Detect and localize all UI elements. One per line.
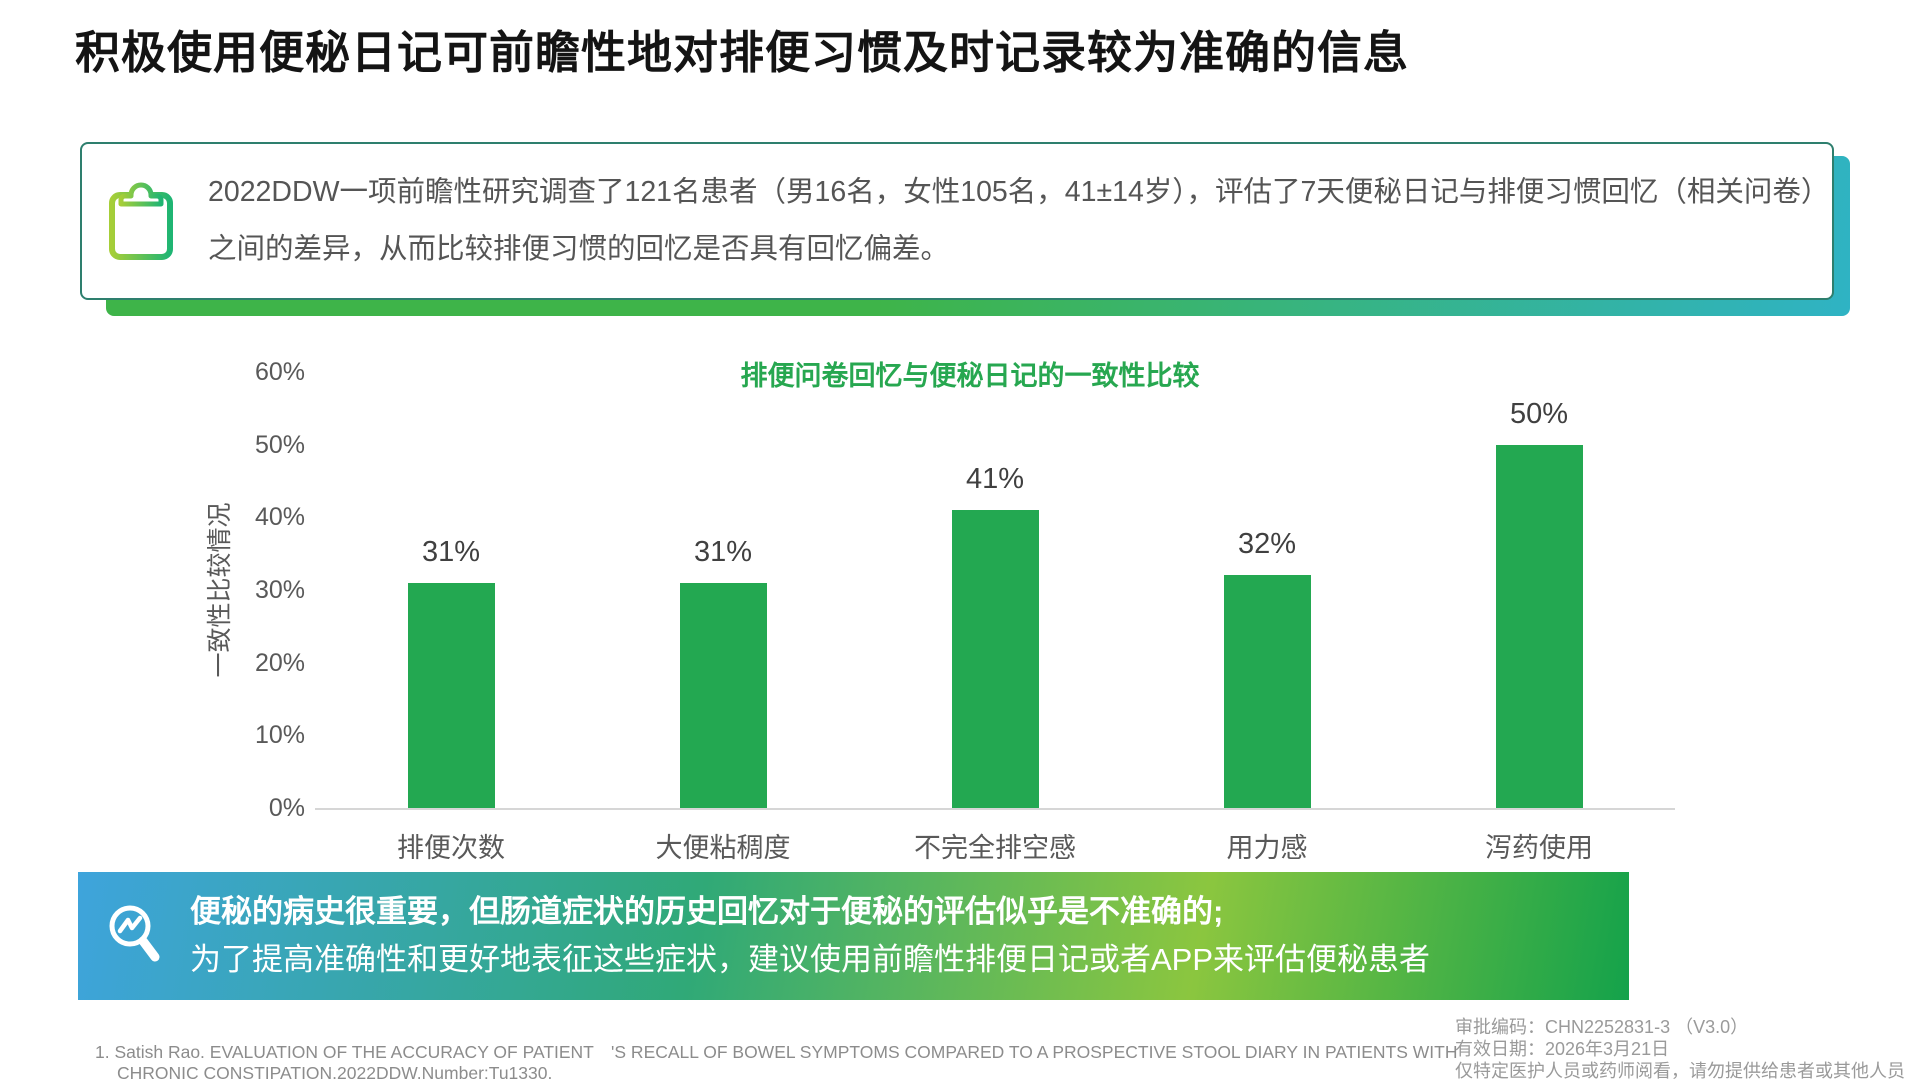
bars-area: 31% 31% 41% 32% 50% — [315, 372, 1675, 808]
study-box: 2022DDW一项前瞻性研究调查了121名患者（男16名，女性105名，41±1… — [80, 142, 1834, 300]
x-category-label: 不完全排空感 — [914, 833, 1076, 863]
x-category-label: 泻药使用 — [1485, 833, 1593, 863]
bar — [679, 582, 767, 808]
y-axis-ticks: 60% 50% 40% 30% 20% 10% 0% — [215, 358, 305, 822]
x-axis-labels: 排便次数 大便粘稠度 不完全排空感 用力感 泻药使用 — [315, 826, 1675, 865]
bar-group: 50% — [1403, 372, 1675, 808]
bar — [951, 510, 1039, 808]
bar-value-label: 50% — [1509, 397, 1569, 430]
study-description: 2022DDW一项前瞻性研究调查了121名患者（男16名，女性105名，41±1… — [208, 164, 1829, 278]
audience-note: 仅特定医护人员或药师阅看，请勿提供给患者或其他人员 — [1455, 1061, 1905, 1081]
bar — [1495, 444, 1583, 808]
y-tick-label: 60% — [254, 358, 305, 386]
conclusion-line1: 便秘的病史很重要，但肠道症状的历史回忆对于便秘的评估似乎是不准确的; — [190, 894, 1224, 929]
reference-citation: 1. Satish Rao. EVALUATION OF THE ACCURAC… — [95, 1042, 1458, 1083]
bar-group: 31% — [587, 372, 859, 808]
bar-value-label: 32% — [1237, 528, 1297, 561]
conclusion-banner: 便秘的病史很重要，但肠道症状的历史回忆对于便秘的评估似乎是不准确的; 为了提高准… — [78, 872, 1629, 1000]
approval-block: 审批编码：CHN2252831-3 （V3.0） 有效日期：2026年3月21日… — [1455, 1016, 1905, 1082]
bar-value-label: 41% — [965, 463, 1025, 496]
bar — [1223, 575, 1311, 808]
chart-title: 排便问卷回忆与便秘日记的一致性比较 — [740, 361, 1200, 391]
y-tick-label: 40% — [254, 503, 305, 532]
y-tick-label: 10% — [254, 721, 305, 750]
y-tick-label: 50% — [254, 430, 305, 459]
bar-group: 31% — [315, 372, 587, 808]
magnifier-trend-icon — [102, 900, 168, 972]
bar-group: 32% — [1131, 372, 1403, 808]
x-category-label: 排便次数 — [397, 833, 505, 863]
page-title: 积极使用便秘日记可前瞻性地对排便习惯及时记录较为准确的信息 — [75, 27, 1410, 78]
valid-date: 有效日期：2026年3月21日 — [1455, 1039, 1670, 1059]
conclusion-line2: 为了提高准确性和更好地表征这些症状，建议使用前瞻性排便日记或者APP来评估便秘患… — [190, 942, 1431, 977]
chart-plot-area: 31% 31% 41% 32% 50% — [315, 372, 1675, 810]
y-tick-label: 30% — [254, 576, 305, 604]
x-category-label: 大便粘稠度 — [655, 833, 791, 863]
bar-value-label: 31% — [693, 535, 753, 568]
y-tick-label: 20% — [254, 648, 305, 677]
clipboard-checklist-icon — [104, 179, 178, 263]
study-description-line1: 2022DDW一项前瞻性研究调查了121名患者（男16名，女性105名，41±1… — [208, 176, 1830, 208]
x-category-label: 用力感 — [1226, 833, 1308, 863]
study-description-line2: 之间的差异，从而比较排便习惯的回忆是否具有回忆偏差。 — [208, 233, 950, 265]
y-tick-label: 0% — [268, 794, 305, 822]
bar — [407, 582, 495, 808]
bar-value-label: 31% — [421, 535, 481, 568]
conclusion-text: 便秘的病史很重要，但肠道症状的历史回忆对于便秘的评估似乎是不准确的; 为了提高准… — [190, 888, 1430, 984]
bar-group: 41% — [859, 372, 1131, 808]
approval-code: 审批编码：CHN2252831-3 （V3.0） — [1455, 1017, 1749, 1037]
